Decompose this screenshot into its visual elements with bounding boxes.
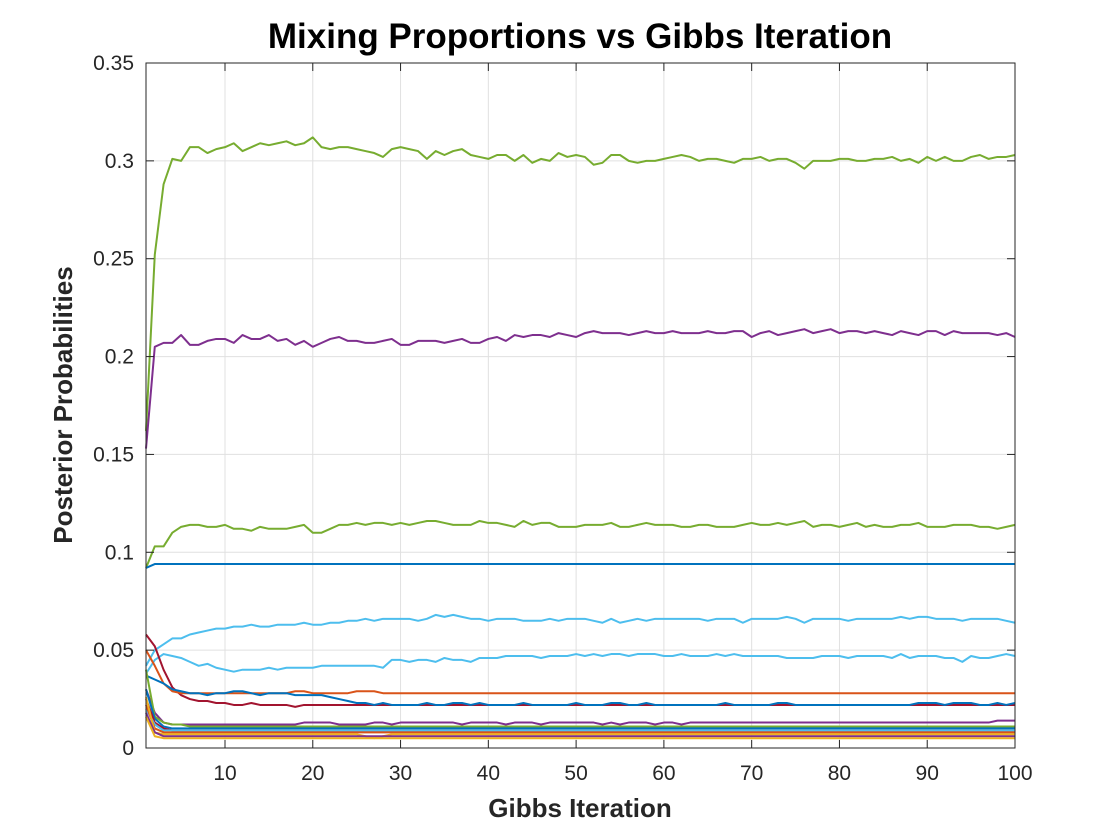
series-line-16 <box>145 696 1015 740</box>
x-tick-label: 60 <box>652 762 675 785</box>
series-line-9 <box>145 674 1016 706</box>
x-tick-label: 80 <box>828 762 851 785</box>
series-lines <box>145 136 1016 740</box>
series-line-10 <box>145 688 1015 726</box>
y-tick-label: 0 <box>122 737 134 760</box>
series-line-5 <box>145 613 1016 667</box>
x-tick-label: 90 <box>916 762 939 785</box>
x-tick-label: 100 <box>997 762 1032 785</box>
plot-frame <box>145 62 1016 749</box>
series-line-8 <box>145 649 1015 695</box>
series-line-1 <box>145 136 1016 431</box>
series-line-12 <box>145 689 1015 730</box>
x-axis-label: Gibbs Iteration <box>488 793 671 823</box>
x-tick-label: 40 <box>477 762 500 785</box>
x-tick-label: 10 <box>213 762 236 785</box>
x-tick-label: 50 <box>564 762 587 785</box>
x-tick-labels: 10 20 30 40 50 60 70 80 90 100 <box>213 762 1032 785</box>
y-tick-label: 0.35 <box>93 52 134 75</box>
series-line-11 <box>145 669 1015 728</box>
series-line-6 <box>145 653 1016 675</box>
series-line-17 <box>145 712 1015 738</box>
y-tick-label: 0.15 <box>93 443 134 466</box>
y-axis-label: Posterior Probabilities <box>48 266 78 543</box>
x-tick-label: 70 <box>740 762 763 785</box>
chart-title: Mixing Proportions vs Gibbs Iteration <box>268 17 892 56</box>
series-line-15 <box>145 704 1015 734</box>
series-line-4 <box>145 563 1015 569</box>
y-tick-label: 0.3 <box>105 150 134 173</box>
x-tick-label: 20 <box>301 762 324 785</box>
y-tick-label: 0.1 <box>105 541 134 564</box>
y-tick-label: 0.2 <box>105 346 134 369</box>
y-tick-label: 0.05 <box>93 639 134 662</box>
axis-ticks <box>146 62 1016 749</box>
series-line-3 <box>145 519 1016 569</box>
series-line-14 <box>145 708 1015 732</box>
series-line-2 <box>145 328 1016 449</box>
y-tick-labels: 0 0.05 0.1 0.15 0.2 0.25 0.3 0.35 <box>93 52 134 760</box>
y-tick-label: 0.25 <box>93 248 134 271</box>
series-line-18 <box>145 716 1015 740</box>
x-tick-label: 30 <box>389 762 412 785</box>
plot-area <box>146 63 1015 748</box>
